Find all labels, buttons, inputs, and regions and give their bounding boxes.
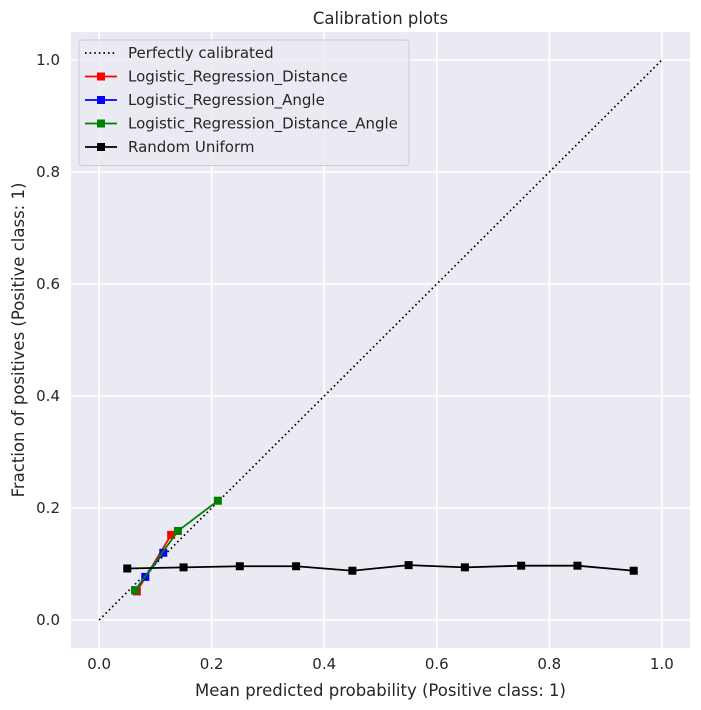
data-point (460, 563, 469, 572)
data-point (348, 566, 357, 575)
series-4 (123, 561, 638, 575)
legend-label: Logistic_Regression_Distance (128, 68, 348, 87)
legend-entry: Logistic_Regression_Distance_Angle (85, 115, 398, 134)
x-tick-label: 1.0 (650, 655, 674, 673)
series-line (98, 59, 663, 621)
data-point (629, 566, 638, 575)
chart-title: Calibration plots (313, 9, 448, 28)
data-point (292, 562, 301, 571)
legend-marker (97, 72, 105, 81)
legend-label: Random Uniform (128, 138, 255, 156)
y-axis-label: Fraction of positives (Positive class: 1… (9, 183, 28, 498)
series-layer (98, 59, 663, 621)
data-point (167, 530, 176, 539)
legend-label: Perfectly calibrated (128, 44, 274, 62)
series-0 (98, 59, 663, 621)
legend-entry: Perfectly calibrated (85, 44, 274, 62)
data-point (131, 586, 140, 595)
y-tick-label: 0.4 (36, 387, 60, 405)
legend-marker (97, 119, 105, 128)
data-point (213, 496, 222, 505)
legend-entry: Random Uniform (85, 138, 255, 156)
y-tick-label: 0.2 (36, 499, 60, 517)
data-point (517, 561, 526, 570)
data-point (235, 562, 244, 571)
series-line (127, 564, 634, 572)
data-point (404, 561, 413, 570)
data-point (123, 564, 132, 573)
legend-entry: Logistic_Regression_Angle (85, 91, 325, 110)
series-3 (131, 496, 222, 595)
data-point (573, 561, 582, 570)
legend-box (78, 39, 410, 166)
legend-label: Logistic_Regression_Angle (128, 91, 325, 110)
x-tick-label: 0.4 (312, 655, 336, 673)
legend-entry: Logistic_Regression_Distance (85, 68, 348, 87)
legend-marker (97, 143, 105, 151)
legend-marker (97, 96, 105, 104)
x-axis-label: Mean predicted probability (Positive cla… (195, 681, 566, 700)
legend: Perfectly calibrated Logistic_Regression_… (78, 39, 410, 166)
legend-label: Logistic_Regression_Distance_Angle (128, 115, 398, 134)
y-tick-label: 0.8 (36, 163, 60, 181)
x-tick-label: 0.6 (425, 655, 449, 673)
y-tick-label: 1.0 (36, 51, 60, 69)
x-tick-label: 0.0 (87, 655, 111, 673)
data-point (173, 526, 182, 535)
x-tick-label: 0.2 (200, 655, 224, 673)
y-tick-label: 0.6 (36, 275, 60, 293)
y-tick-label: 0.0 (36, 611, 60, 629)
data-point (179, 563, 188, 572)
tick-labels: 0.0 0.2 0.4 0.6 0.8 1.0 0.0 0.2 0.4 0.6 0.8 1.0 (36, 51, 674, 673)
x-tick-label: 0.8 (537, 655, 561, 673)
